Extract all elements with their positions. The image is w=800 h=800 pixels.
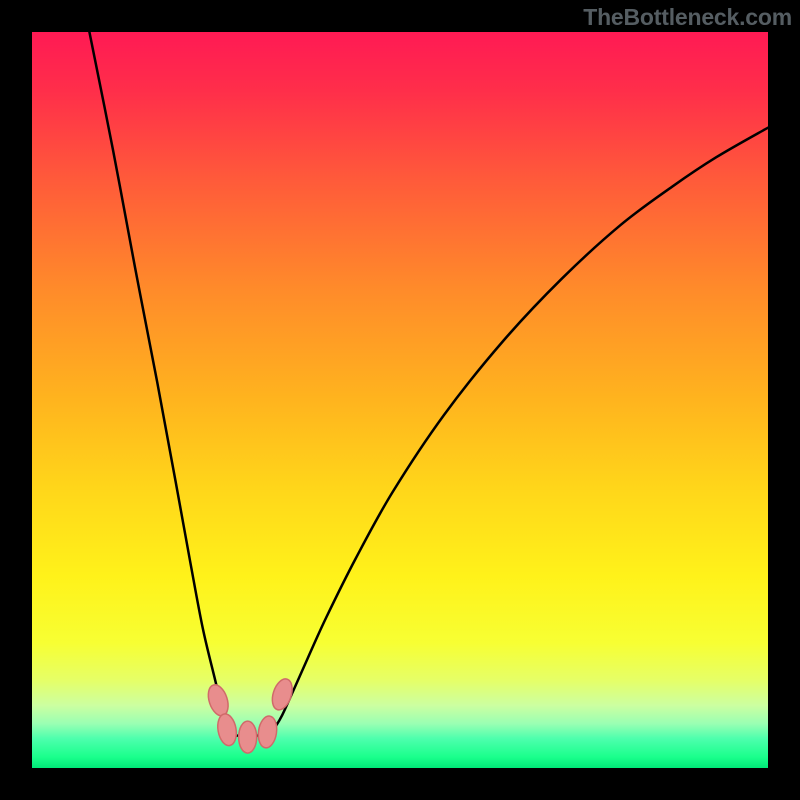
bottleneck-curve — [32, 32, 768, 768]
minimum-marker — [205, 682, 232, 718]
watermark-label: TheBottleneck.com — [583, 4, 792, 31]
plot-area — [32, 32, 768, 768]
minimum-marker — [215, 712, 238, 747]
minimum-marker — [269, 676, 296, 712]
minimum-marker — [239, 721, 257, 753]
curve-path — [89, 32, 768, 736]
minimum-marker — [256, 715, 278, 749]
chart-container: TheBottleneck.com — [0, 0, 800, 800]
